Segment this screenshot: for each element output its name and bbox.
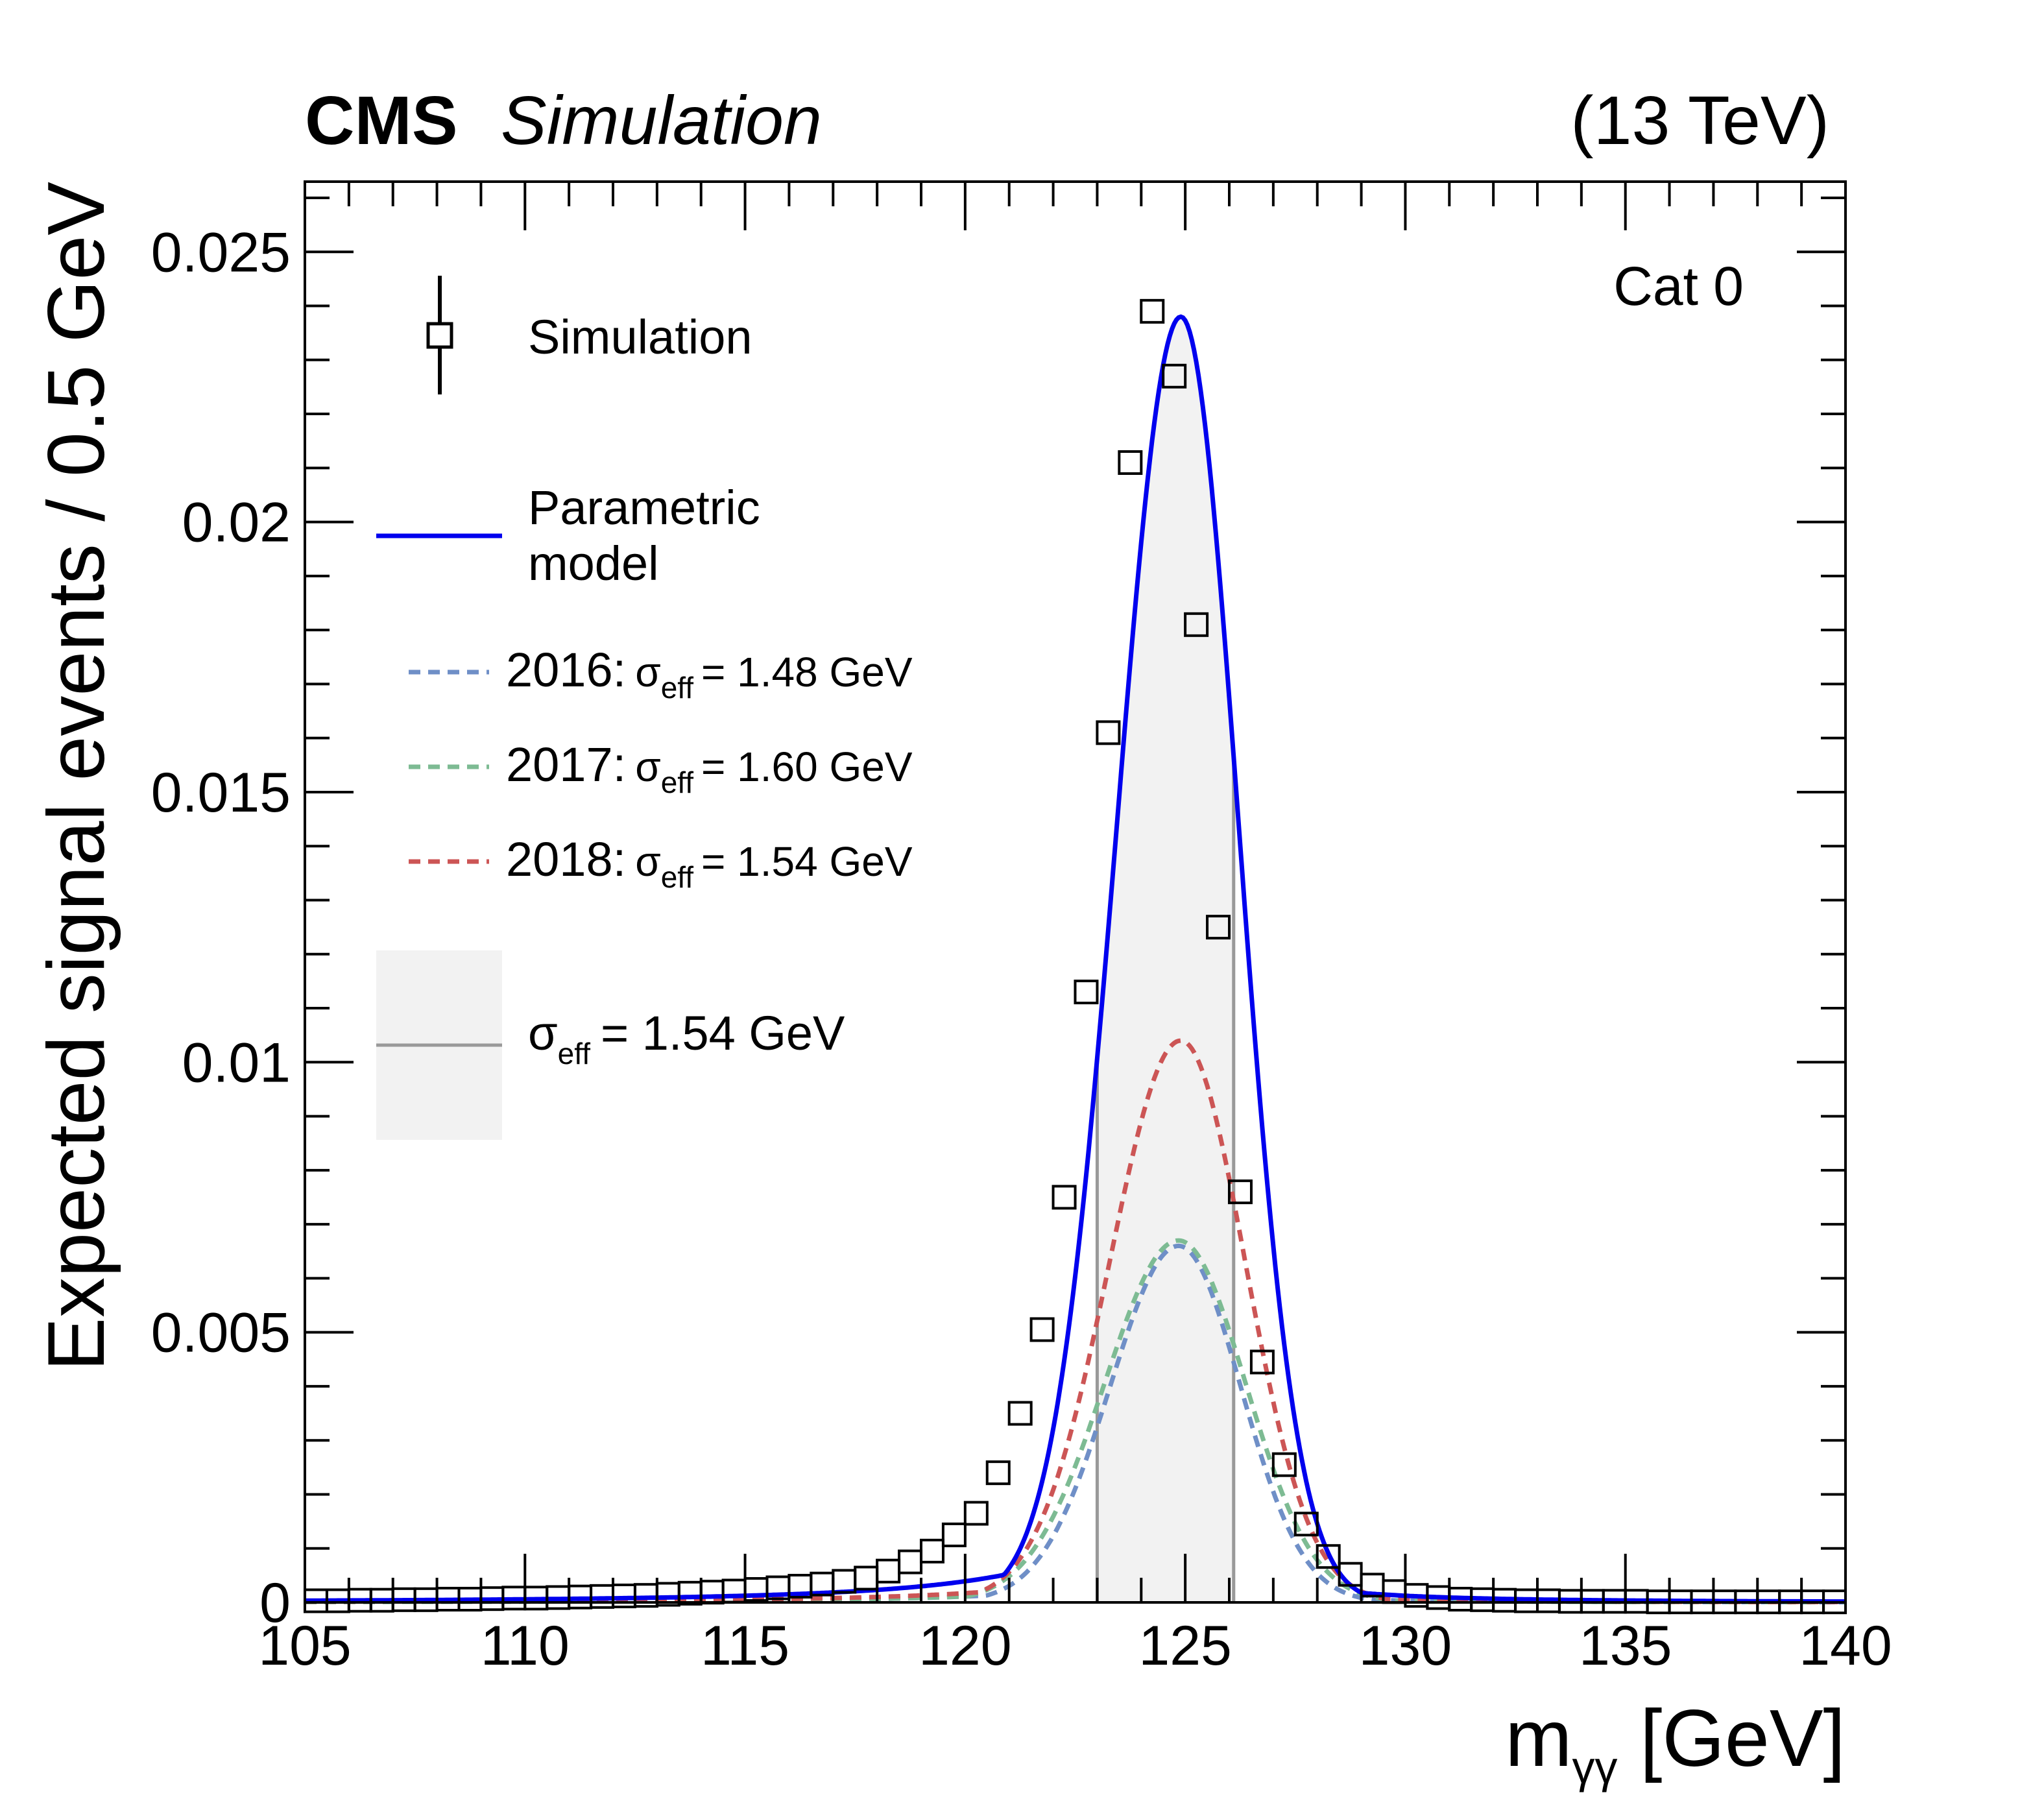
plot-frame (304, 180, 1847, 1604)
curve-2018 (305, 1038, 1846, 1604)
simulation-point (985, 1460, 1011, 1486)
simulation-point (898, 1549, 923, 1575)
simulation-point (1007, 1401, 1033, 1426)
simulation-point (1029, 1317, 1055, 1342)
simulation-point (1184, 612, 1209, 637)
experiment-label: CMS (305, 82, 458, 159)
simulation-point (1162, 363, 1187, 389)
simulation-point (1140, 298, 1165, 324)
x-tick-label: 115 (701, 1615, 789, 1677)
curve-2016 (305, 1243, 1846, 1605)
legend-simulation-label: Simulation (528, 310, 752, 364)
axis-tick-labels: 105 110 115 120 125 130 135 140 0 0.005 0.01 0.015 0… (151, 221, 1892, 1677)
legend-band-label: σeff = 1.54 GeV (528, 1006, 845, 1070)
simulation-point (1096, 720, 1121, 745)
y-tick-label: 0.025 (151, 221, 291, 284)
x-tick-label: 125 (1138, 1615, 1232, 1677)
y-axis-title: Expected signal events / 0.5 GeV (32, 182, 121, 1371)
x-tick-label: 130 (1359, 1615, 1452, 1677)
simulation-point (854, 1565, 879, 1591)
simulation-point (1206, 915, 1231, 940)
band-fill (1097, 317, 1234, 1603)
simulation-label: Simulation (501, 82, 822, 159)
simulation-point (1118, 450, 1143, 476)
simulation-point (876, 1558, 901, 1584)
simulation-point (1074, 980, 1099, 1005)
simulation-point (919, 1538, 944, 1563)
y-tick-label: 0.01 (182, 1032, 291, 1094)
simulation-point (1227, 1179, 1253, 1205)
x-tick-label: 105 (258, 1615, 352, 1677)
simulation-point (832, 1569, 857, 1594)
y-tick-label: 0.02 (182, 492, 291, 554)
y-tick-label: 0.005 (151, 1302, 291, 1364)
x-tick-label: 140 (1799, 1615, 1892, 1677)
simulation-point (941, 1522, 967, 1547)
legend-2016-label: 2016: σeff = 1.48 GeV (506, 643, 913, 705)
parametric-model-curve (304, 314, 1846, 1604)
legend-2017-label: 2017: σeff = 1.60 GeV (506, 738, 913, 799)
legend-simulation-marker (426, 276, 453, 394)
y-tick-label: 0 (259, 1572, 291, 1634)
legend-model-label-2: model (528, 537, 659, 590)
y-tick-label: 0.015 (151, 762, 291, 824)
x-tick-label: 120 (919, 1615, 1012, 1677)
x-tick-label: 135 (1579, 1615, 1672, 1677)
legend-model-label-1: Parametric (528, 481, 760, 535)
legend-2018-label: 2018: σeff = 1.54 GeV (506, 832, 913, 894)
simulation-point (1271, 1452, 1297, 1477)
category-label: Cat 0 (1613, 256, 1744, 317)
simulation-point (1293, 1512, 1319, 1537)
x-axis-title: mγγ [GeV] (1505, 1694, 1846, 1792)
x-tick-label: 110 (481, 1615, 570, 1677)
simulation-point (963, 1501, 989, 1526)
simulation-point (1249, 1349, 1275, 1375)
axis-ticks (304, 182, 1847, 1604)
energy-label: (13 TeV) (1570, 82, 1829, 159)
simulation-point (1052, 1185, 1077, 1210)
legend: Simulation Parametric model 2016: σeff = 1… (376, 276, 913, 1140)
simulation-point (1316, 1544, 1341, 1569)
